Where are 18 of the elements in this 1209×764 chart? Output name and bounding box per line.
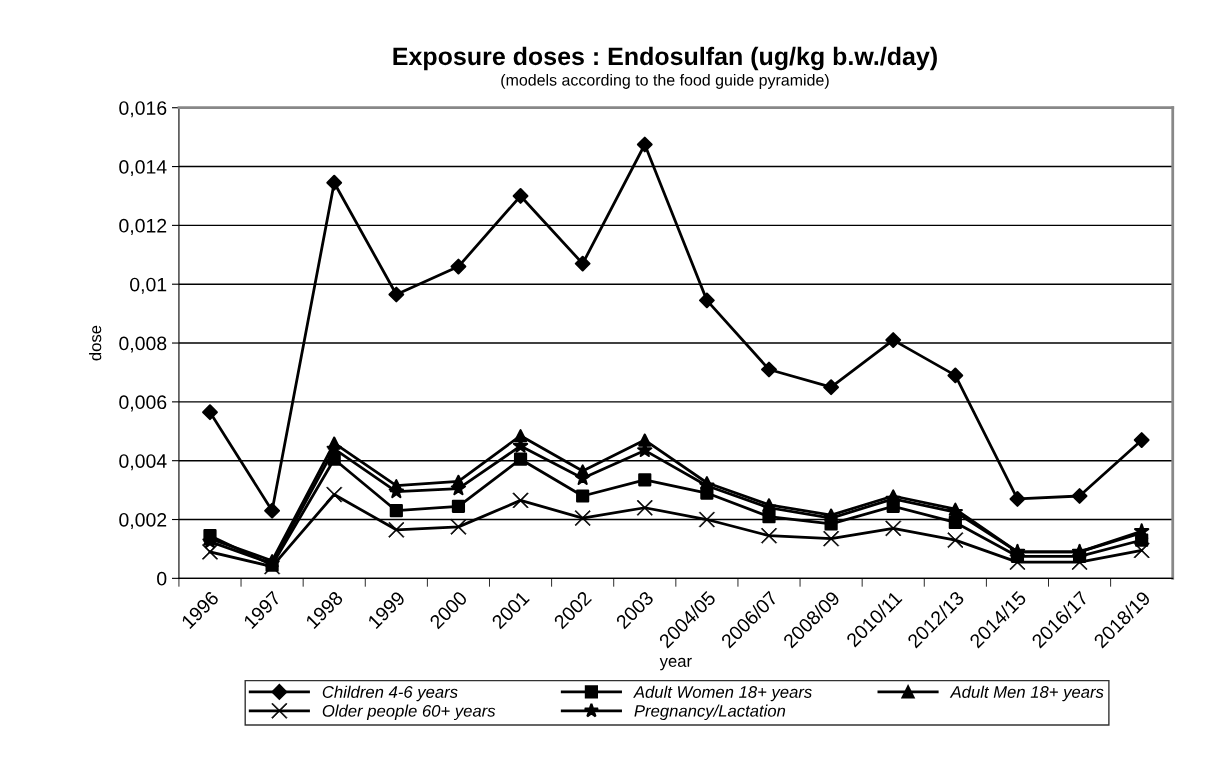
legend-label: Adult Women 18+ years — [633, 685, 812, 702]
y-tick-label: 0,014 — [119, 160, 167, 177]
chart-title: Exposure doses : Endosulfan (ug/kg b.w./day) — [393, 46, 937, 71]
legend-label: Pregnancy/Lactation — [634, 704, 786, 721]
legend-label: Children 4-6 years — [322, 685, 458, 702]
y-axis-title: dose — [89, 325, 102, 361]
legend-label: Older people 60+ years — [322, 704, 496, 721]
x-axis-title: year — [659, 657, 692, 671]
y-tick-label: 0,012 — [119, 218, 167, 235]
chart-subtitle: (models according to the food guide pyramide) — [501, 73, 829, 89]
y-tick-label: 0,01 — [130, 277, 167, 294]
y-tick-label: 0,008 — [119, 336, 167, 353]
y-tick-label: 0,002 — [119, 512, 167, 530]
y-tick-label: 0 — [157, 571, 167, 586]
y-tick-label: 0,006 — [119, 395, 167, 412]
legend-label: Adult Men 18+ years — [949, 685, 1104, 702]
y-tick-label: 0,004 — [119, 454, 167, 471]
y-tick-label: 0,016 — [119, 101, 167, 118]
